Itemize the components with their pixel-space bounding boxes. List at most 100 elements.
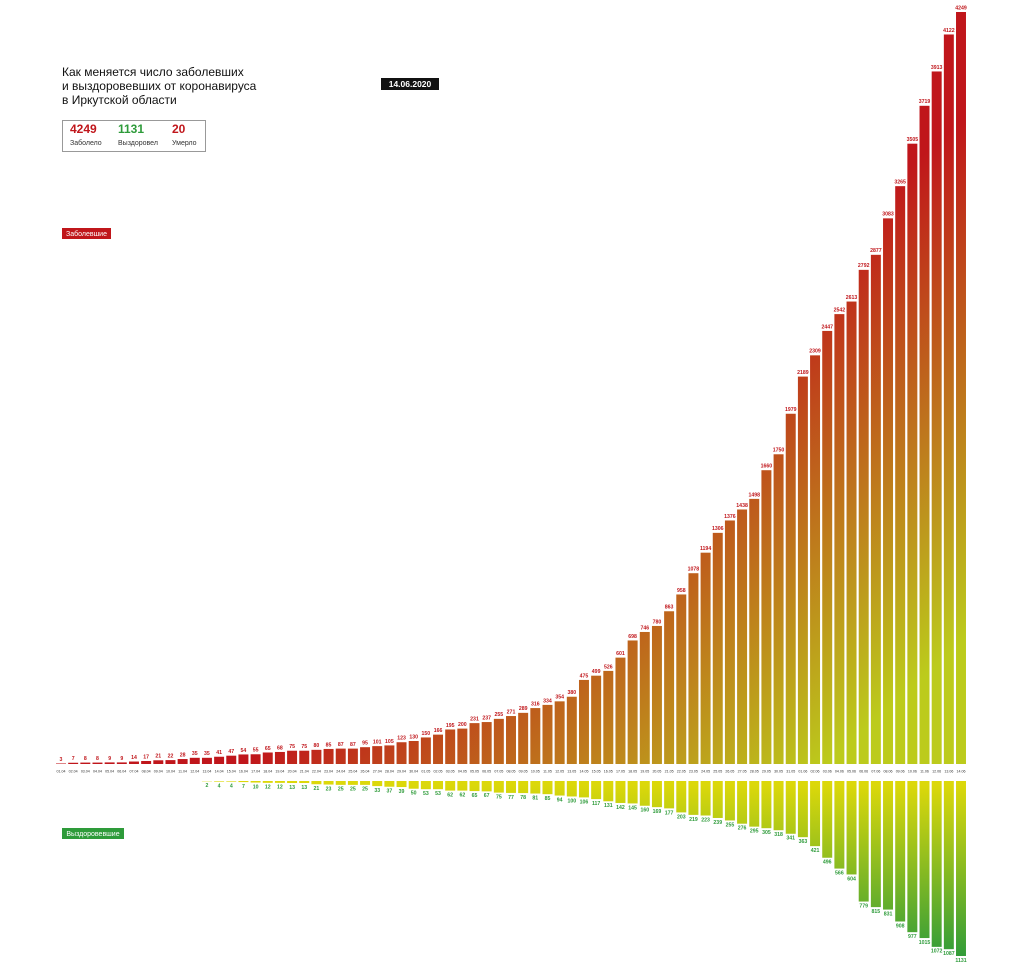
value-label: 100 (567, 798, 576, 804)
value-label: 255 (495, 712, 504, 718)
bar (858, 781, 869, 902)
bar (311, 781, 322, 785)
value-label: 2613 (846, 295, 858, 301)
title-line: Как меняется число заболевших (62, 65, 244, 79)
value-label: 130 (409, 734, 418, 740)
value-label: 496 (823, 860, 832, 866)
bar (810, 781, 821, 847)
bar (737, 509, 748, 764)
x-tick-label: 29.05 (762, 769, 771, 773)
bar (469, 723, 480, 764)
bar (956, 12, 966, 764)
value-label: 1750 (773, 448, 785, 454)
x-tick-label: 21.04 (300, 769, 309, 773)
bar (335, 781, 346, 785)
bar (457, 728, 468, 764)
bar (493, 718, 504, 764)
value-label: 25 (338, 787, 344, 793)
value-label: 601 (616, 651, 625, 657)
bar (433, 781, 444, 790)
value-label: 779 (859, 903, 868, 909)
bar (299, 781, 310, 784)
value-label: 341 (786, 836, 795, 842)
x-tick-label: 12.04 (190, 769, 199, 773)
bar (384, 745, 395, 764)
value-label: 863 (665, 605, 674, 611)
value-label: 1078 (688, 567, 700, 573)
x-tick-label: 06.05 (482, 769, 491, 773)
value-label: 39 (399, 789, 405, 795)
x-tick-label: 11.05 (543, 769, 552, 773)
value-label: 200 (458, 722, 467, 728)
bar (347, 781, 358, 785)
bar (469, 781, 480, 792)
value-label: 334 (543, 698, 552, 704)
x-tick-label: 15.05 (592, 769, 601, 773)
bar (943, 34, 954, 765)
value-label: 2309 (809, 349, 821, 355)
x-tick-label: 29.04 (397, 769, 406, 773)
value-label: 95 (362, 741, 368, 747)
summary-label: Выздоровел (118, 140, 158, 147)
bar (870, 254, 881, 764)
value-label: 8 (84, 756, 87, 762)
value-label: 3913 (931, 65, 943, 71)
value-label: 3719 (919, 99, 931, 105)
value-label: 239 (713, 820, 722, 826)
x-tick-label: 16.05 (604, 769, 613, 773)
value-label: 12 (277, 785, 283, 791)
x-tick-label: 17.05 (616, 769, 625, 773)
bar (797, 376, 808, 764)
x-tick-label: 09.06 (896, 769, 905, 773)
value-label: 305 (762, 830, 771, 836)
value-label: 1087 (943, 951, 955, 957)
value-label: 318 (774, 832, 783, 838)
x-tick-label: 18.05 (628, 769, 637, 773)
value-label: 908 (896, 923, 905, 929)
value-label: 195 (446, 723, 455, 729)
value-label: 21 (155, 754, 161, 760)
value-label: 4249 (955, 5, 967, 11)
value-label: 53 (435, 791, 441, 797)
value-label: 1438 (736, 503, 748, 509)
bar (274, 751, 285, 764)
x-tick-label: 19.04 (275, 769, 284, 773)
bar (651, 781, 662, 808)
x-tick-label: 06.06 (859, 769, 868, 773)
value-label: 1979 (785, 407, 797, 413)
x-tick-label: 23.05 (689, 769, 698, 773)
bar (603, 781, 614, 802)
value-label: 1072 (931, 949, 943, 955)
bar (384, 781, 395, 787)
value-label: 28 (180, 752, 186, 758)
x-tick-label: 20.05 (652, 769, 661, 773)
value-label: 75 (301, 744, 307, 750)
bar (700, 781, 711, 816)
bar (177, 759, 188, 764)
bar (214, 756, 225, 764)
x-tick-label: 08.04 (142, 769, 151, 773)
bar (360, 747, 371, 764)
x-tick-label: 22.04 (312, 769, 321, 773)
value-label: 77 (508, 795, 514, 801)
bar (700, 552, 711, 764)
value-label: 289 (519, 706, 528, 712)
value-label: 177 (665, 810, 674, 816)
summary-label: Заболело (70, 139, 102, 147)
value-label: 2542 (834, 307, 846, 313)
bar (566, 781, 577, 797)
bar (68, 762, 79, 764)
value-label: 7 (72, 756, 75, 762)
bar (554, 701, 565, 764)
bar (201, 757, 212, 764)
bar (420, 781, 431, 790)
value-label: 33 (374, 788, 380, 794)
bar (785, 413, 796, 764)
x-tick-label: 13.05 (567, 769, 576, 773)
bar (554, 781, 565, 796)
x-tick-label: 30.05 (774, 769, 783, 773)
value-label: 12 (265, 785, 271, 791)
bar (676, 594, 687, 764)
bar (834, 314, 845, 764)
